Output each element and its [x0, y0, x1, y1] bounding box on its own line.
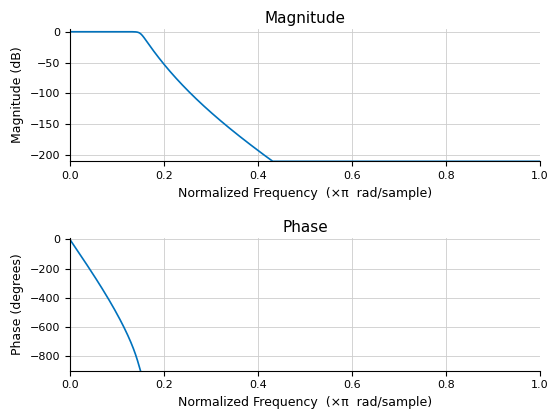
Title: Phase: Phase [282, 220, 328, 236]
Y-axis label: Magnitude (dB): Magnitude (dB) [11, 47, 24, 143]
Title: Magnitude: Magnitude [264, 11, 346, 26]
X-axis label: Normalized Frequency  (×π  rad/sample): Normalized Frequency (×π rad/sample) [178, 396, 432, 409]
X-axis label: Normalized Frequency  (×π  rad/sample): Normalized Frequency (×π rad/sample) [178, 186, 432, 199]
Y-axis label: Phase (degrees): Phase (degrees) [11, 253, 24, 355]
